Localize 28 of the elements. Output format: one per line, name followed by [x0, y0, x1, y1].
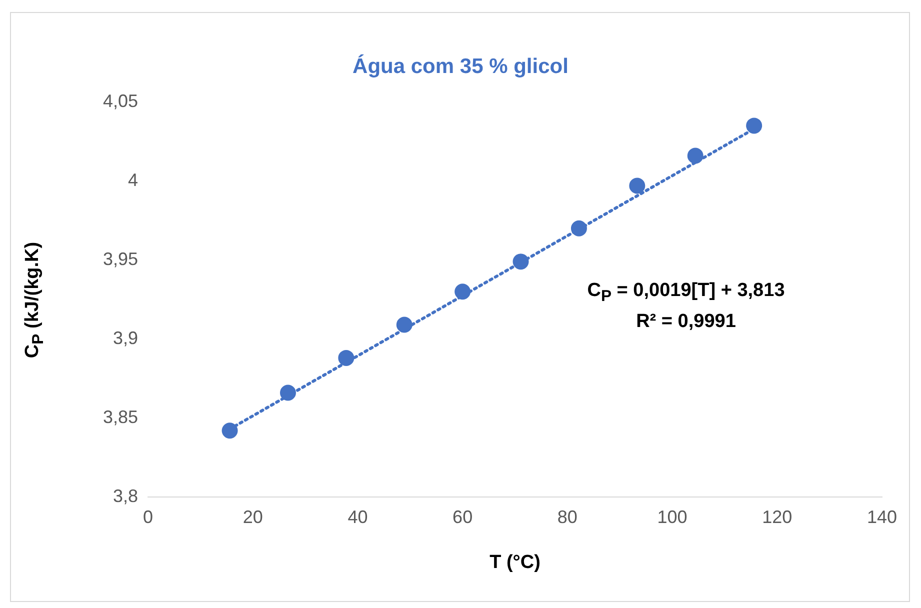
point [512, 254, 529, 270]
point [629, 178, 646, 194]
x-tick-label: 80 [557, 506, 578, 527]
x-tick-label: 100 [657, 506, 688, 527]
point [454, 284, 471, 300]
chart-title: Água com 35 % glicol [352, 55, 570, 79]
x-tick-label: 60 [452, 506, 473, 527]
y-tick-label: 4 [128, 170, 138, 190]
point [338, 350, 354, 366]
point [396, 316, 412, 333]
y-tick-label: 3,85 [102, 406, 138, 427]
y-tick-label: 3,9 [112, 328, 138, 348]
x-tick-label: 40 [348, 506, 368, 527]
annotation: C$_{P}$ = 0,0019[T] + 3,813 [587, 280, 785, 306]
x-tick-label: 0 [142, 506, 154, 527]
y-tick-label: 4,05 [102, 90, 138, 111]
point [280, 384, 296, 401]
x-axis-title: T (°C) [488, 552, 542, 574]
point [222, 422, 238, 439]
annotation: R² = 0,9991 [636, 311, 736, 333]
x-tick-label: 20 [242, 506, 263, 527]
y-tick-label: 3,95 [102, 248, 138, 269]
point [746, 118, 762, 134]
point [687, 148, 704, 164]
x-tick-label: 120 [762, 506, 792, 527]
y-tick-label: 3,8 [112, 486, 138, 506]
point [570, 220, 587, 236]
x-tick-label: 140 [866, 506, 898, 527]
